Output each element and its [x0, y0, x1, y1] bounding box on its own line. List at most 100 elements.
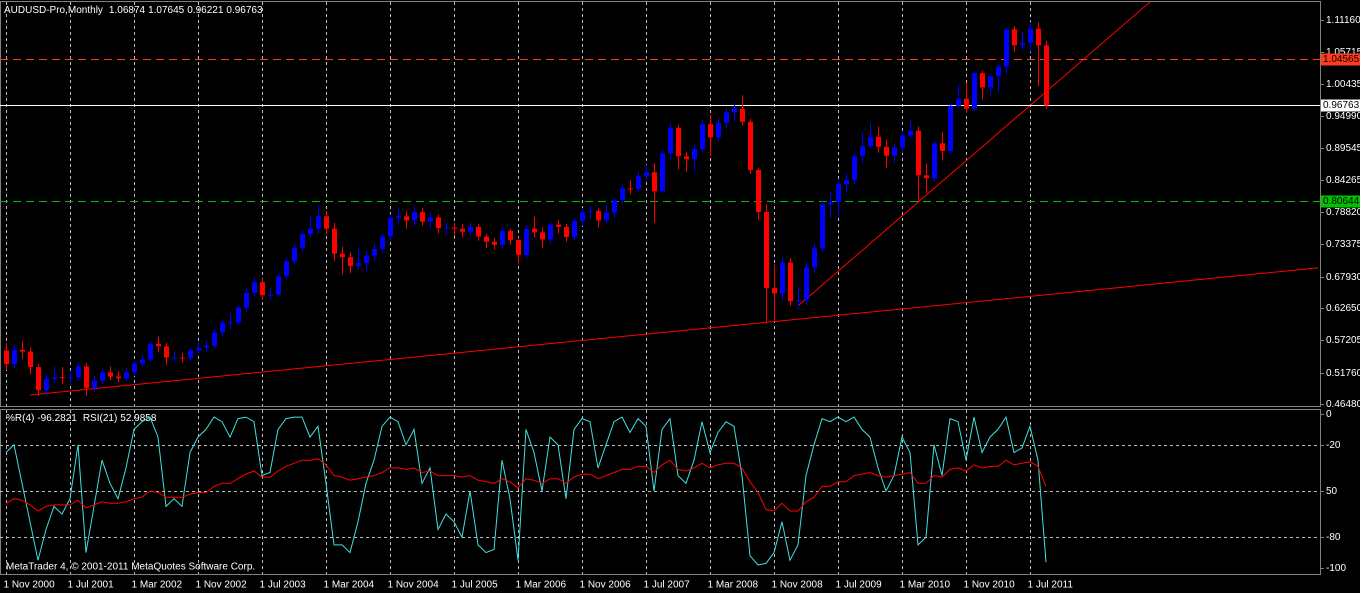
candle-body [972, 73, 977, 109]
candle-body [212, 332, 217, 346]
candle-body [540, 232, 545, 240]
y-tick-label: 0.62650 [1326, 303, 1360, 314]
candle-body [52, 377, 57, 379]
price-level-box [1321, 53, 1360, 66]
candle-body [460, 228, 465, 232]
candle-body [564, 226, 569, 238]
x-tick-label: 1 Nov 2008 [772, 580, 824, 591]
candle-body [508, 231, 513, 241]
candle-body [828, 202, 833, 205]
candle-body [620, 188, 625, 201]
candle-body [668, 127, 673, 154]
candle-body [316, 216, 321, 229]
candle-body [84, 366, 89, 388]
candle-body [692, 149, 697, 160]
wpr-name: %R(4) [6, 413, 34, 424]
candle-body [548, 224, 553, 240]
candle-body [676, 127, 681, 157]
candle-body [20, 349, 25, 352]
price-level-label: 1.04565 [1323, 54, 1360, 65]
y-tick-label: 0.78820 [1326, 207, 1360, 218]
candle-body [468, 226, 473, 232]
candle-body [820, 204, 825, 249]
candle-body [172, 357, 177, 359]
y-tick-label: 0.84265 [1326, 175, 1360, 186]
candle-body [836, 184, 841, 203]
open: 1.06874 [109, 5, 146, 16]
candle-body [164, 346, 169, 358]
candle-body [156, 343, 161, 347]
candle-body [908, 130, 913, 136]
candle-body [452, 227, 457, 229]
candle-body [724, 112, 729, 124]
trendline [29, 267, 1319, 396]
price-level-label: 0.96763 [1323, 100, 1360, 111]
trendline [797, 2, 1151, 307]
y-tick-label: -20 [1326, 440, 1341, 451]
candle-body [860, 146, 865, 157]
candle-body [180, 357, 185, 359]
candle-body [268, 294, 273, 296]
candle-body [932, 143, 937, 179]
candle-body [556, 224, 561, 227]
candle-body [276, 276, 281, 295]
candle-body [812, 248, 817, 268]
x-tick-label: 1 Mar 2006 [516, 580, 567, 591]
candle-body [804, 267, 809, 300]
indicator-line [5, 458, 1047, 512]
candle-body [956, 98, 961, 106]
candle-body [308, 228, 313, 235]
candle-body [100, 372, 105, 381]
candle-body [140, 359, 145, 364]
candle-body [484, 236, 489, 242]
price-plot [0, 2, 1320, 406]
candle-body [636, 175, 641, 189]
x-tick-label: 1 Jul 2001 [68, 580, 115, 591]
x-tick-label: 1 Jul 2011 [1028, 580, 1074, 591]
candle-body [1036, 28, 1041, 46]
candle-body [4, 350, 9, 365]
candle-body [76, 366, 81, 378]
candle-body [244, 292, 249, 308]
candle-body [228, 322, 233, 324]
candle-body [380, 236, 385, 249]
x-tick-label: 1 Nov 2006 [580, 580, 632, 591]
candle-body [420, 212, 425, 222]
candle-body [716, 123, 721, 138]
y-tick-label: 50 [1326, 486, 1338, 497]
candle-body [356, 263, 361, 267]
candle-body [148, 343, 153, 360]
x-tick-label: 1 Mar 2010 [900, 580, 951, 591]
candle-body [652, 172, 657, 192]
candle-body [12, 349, 17, 365]
candle-body [916, 130, 921, 176]
indicator-header: %R(4) -96.2821 RSI(21) 52.9858 [6, 413, 157, 424]
candle-body [436, 217, 441, 229]
candle-body [788, 262, 793, 302]
candle-body [260, 282, 265, 296]
candle-body [1020, 42, 1025, 46]
y-tick-label: 0 [1326, 409, 1332, 420]
x-tick-label: 1 Jul 2007 [644, 580, 691, 591]
x-tick-label: 1 Mar 2004 [324, 580, 375, 591]
candle-body [940, 143, 945, 151]
candle-body [60, 377, 65, 379]
candle-body [444, 227, 449, 229]
candle-body [1012, 29, 1017, 46]
candle-body [204, 345, 209, 348]
candle-body [284, 261, 289, 277]
close: 0.96763 [226, 5, 263, 16]
x-tick-label: 1 Jul 2005 [452, 580, 499, 591]
footer: MetaTrader 4, © 2001-2011 MetaQuotes Sof… [6, 562, 255, 573]
candle-body [500, 231, 505, 245]
candle-body [596, 210, 601, 221]
candle-body [604, 212, 609, 221]
candle-body [732, 108, 737, 113]
x-tick-label: 1 Nov 2000 [4, 580, 56, 591]
y-tick-label: 0.94990 [1326, 111, 1360, 122]
candle-body [324, 216, 329, 229]
rsi-name: RSI(21) [83, 413, 117, 424]
y-tick-label: -80 [1326, 532, 1341, 543]
y-tick-label: 1.00435 [1326, 79, 1360, 90]
